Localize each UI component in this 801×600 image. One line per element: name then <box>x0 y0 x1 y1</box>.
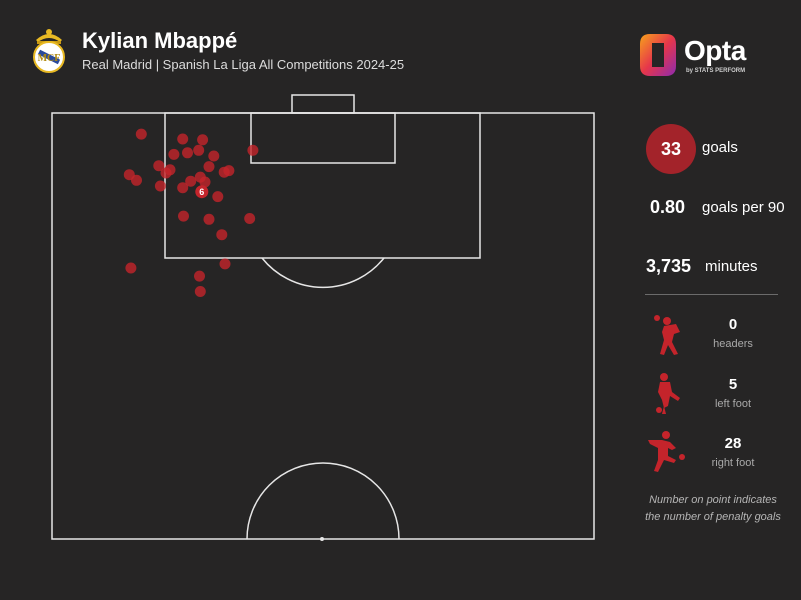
goal-marker <box>199 176 211 188</box>
goal-marker <box>212 191 224 203</box>
goal-marker <box>194 270 205 282</box>
right-foot-player-icon <box>648 431 685 472</box>
goal-marker <box>185 175 197 187</box>
goal-marker <box>178 210 189 222</box>
real-madrid-crest-icon: MCF <box>33 29 65 73</box>
goal-marker <box>208 150 220 162</box>
six-yard-box <box>250 112 396 164</box>
goal-marker <box>195 185 209 199</box>
page-title: Kylian Mbappé <box>82 28 238 53</box>
header-player-icon <box>654 315 680 355</box>
brand-name: Opta <box>684 35 746 66</box>
goal-marker <box>177 182 189 194</box>
goal-marker <box>193 144 205 156</box>
goal-markers: 6 <box>123 128 259 297</box>
right-foot-label: right foot <box>711 457 755 469</box>
goal-marker <box>218 166 230 178</box>
goals-per-90-value: 0.80 <box>650 197 686 217</box>
goals-label: goals <box>702 139 738 156</box>
goals-count-badge: 33 <box>646 124 696 174</box>
right-foot-count: 28 <box>724 435 742 452</box>
left-foot-label: left foot <box>714 398 752 410</box>
opta-logo-icon <box>640 34 676 76</box>
center-spot <box>320 537 324 541</box>
goal-marker <box>177 133 189 145</box>
opta-logo: Opta by STATS PERFORM <box>638 32 758 82</box>
goal-marker <box>160 167 172 179</box>
goal-marker <box>182 147 193 159</box>
pitch-lines <box>51 94 595 540</box>
goal-marker <box>247 144 259 156</box>
page-subtitle: Real Madrid | Spanish La Liga All Compet… <box>82 57 405 72</box>
minutes-value: 3,735 <box>646 256 692 276</box>
left-foot-count: 5 <box>728 376 738 393</box>
svg-text:MCF: MCF <box>38 53 61 64</box>
penalty-note-line-2: the number of penalty goals <box>645 511 781 523</box>
goal-marker <box>131 174 142 186</box>
penalty-goals-label: 6 <box>199 187 204 197</box>
goals-per-90-label: goals per 90 <box>702 199 785 216</box>
penalty-note: Number on point indicates the number of … <box>628 492 798 526</box>
penalty-area <box>164 112 481 259</box>
minutes-label: minutes <box>705 258 758 275</box>
goal-marker <box>219 258 231 270</box>
headers-label: headers <box>713 338 753 350</box>
goal-marker <box>168 148 180 160</box>
penalty-note-line-1: Number on point indicates <box>649 494 777 506</box>
stats-divider <box>645 294 778 295</box>
goal-marker <box>203 161 215 173</box>
left-foot-player-icon <box>656 373 680 414</box>
goal-marker <box>135 128 147 140</box>
goal-marker <box>203 213 215 225</box>
penalty-arc <box>261 257 385 289</box>
brand-tagline: by STATS PERFORM <box>686 68 746 74</box>
goal-marker <box>153 160 165 172</box>
goal-marker <box>216 229 228 241</box>
goal <box>291 94 355 114</box>
goal-marker <box>244 213 256 224</box>
goal-marker <box>154 180 166 192</box>
goal-marker <box>194 286 206 297</box>
center-circle-arc <box>246 462 400 540</box>
goal-marker <box>125 262 137 274</box>
goal-marker <box>197 134 209 146</box>
headers-count: 0 <box>728 316 738 333</box>
